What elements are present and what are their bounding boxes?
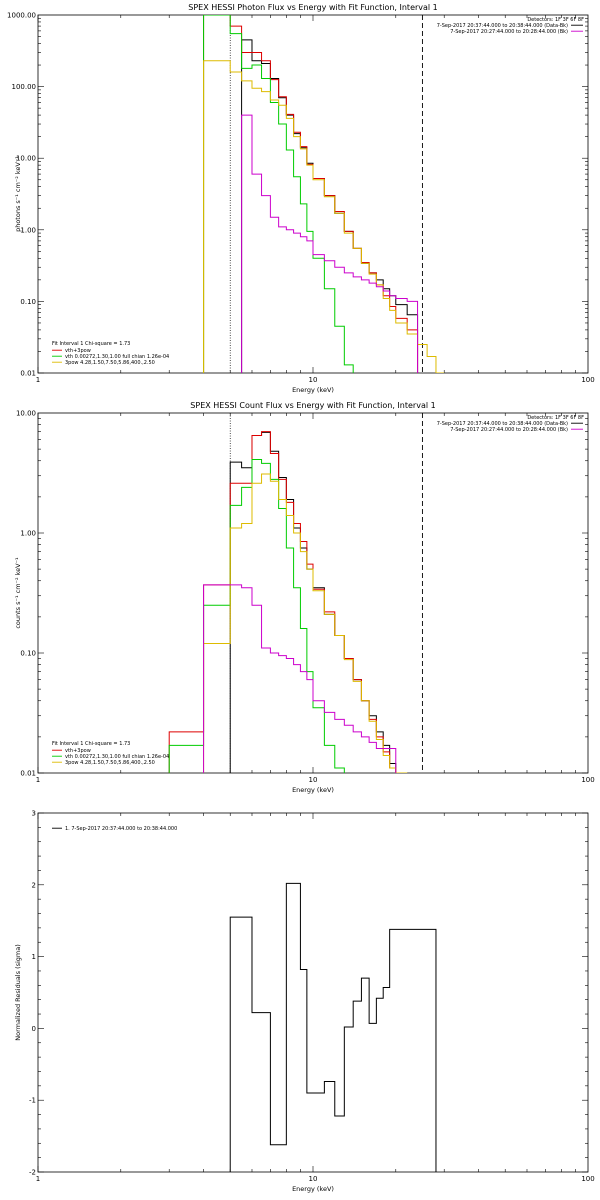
fit-info-text: Fit Interval 1 Chi-square = 1.73 [52,741,130,747]
x-tick-label: 1 [36,376,40,384]
legend-entry: vth+3pow [65,748,91,754]
y-tick-label: 0.10 [20,650,36,658]
series-group [203,15,445,373]
detector-info-line: 7-Sep-2017 20:37:44.000 to 20:38:44.000 … [437,23,568,29]
detector-info-line: 7-Sep-2017 20:27:44.000 to 20:28:44.000 … [450,29,568,35]
detector-info-line: 7-Sep-2017 20:27:44.000 to 20:28:44.000 … [450,427,568,433]
detector-info-line: Detectors: 1F 3F 6F 8F [527,17,584,23]
y-axis-label: counts s⁻¹ cm⁻² keV⁻¹ [14,557,22,629]
x-axis-label: Energy (keV) [292,1185,334,1193]
legend-entry: vth 0.00272,1.30,1.00 full chian 1.26e-0… [65,354,169,360]
y-tick-label: 1000.00 [7,12,36,20]
series-group [229,882,437,1172]
fit-info-text: Fit Interval 1 Chi-square = 1.73 [52,341,130,347]
legend-entry: vth+3pow [65,348,91,354]
series-red-line [168,431,408,773]
y-tick-label: 1.00 [20,530,36,538]
chart-title: SPEX HESSI Photon Flux vs Energy with Fi… [188,3,438,12]
detector-info-line: Detectors: 1F 3F 6F 8F [527,415,584,421]
y-axis-label: Normalized Residuals (sigma) [14,944,22,1041]
panel-3 [37,812,589,1173]
series-yellow-line [203,473,408,773]
x-tick-label: 1 [36,1175,40,1183]
x-tick-label: 100 [581,376,594,384]
plot-frame [37,14,589,374]
y-tick-label: 10.00 [16,410,36,418]
y-tick-label: 3 [32,810,36,818]
y-tick-label: 100.00 [12,83,37,91]
series-black-line [229,882,437,1172]
x-tick-label: 10 [309,376,318,384]
legend-entry: 1. 7-Sep-2017 20:37:44.000 to 20:38:44.0… [65,826,177,832]
x-tick-label: 100 [581,1175,594,1183]
x-tick-label: 100 [581,776,594,784]
legend-entry: 3pow 4.28,1.50,7.50,5.86,400.,2.50 [65,760,155,766]
y-tick-label: 0.01 [20,770,36,778]
x-tick-label: 10 [309,1175,318,1183]
y-tick-label: 1 [32,953,36,961]
plot-frame [37,412,589,774]
x-axis-label: Energy (keV) [292,386,334,394]
panel-2 [37,412,589,774]
series-magenta-line [203,584,397,773]
series-red-line [203,15,419,373]
x-tick-label: 10 [309,776,318,784]
x-tick-label: 1 [36,776,40,784]
y-tick-label: -2 [29,1169,36,1177]
series-magenta-line [241,114,419,373]
series-black-line [241,39,419,373]
y-tick-label: 0 [32,1025,36,1033]
series-yellow-line [203,60,445,373]
series-green-line [168,458,345,773]
y-tick-label: 0.10 [20,298,36,306]
x-axis-label: Energy (keV) [292,786,334,794]
y-tick-label: 0.01 [20,370,36,378]
legend-entry: vth 0.00272,1.30,1.00 full chian 1.26e-0… [65,754,169,760]
y-tick-label: 2 [32,881,36,889]
y-tick-label: 1.00 [20,226,36,234]
legend-entry: 3pow 4.28,1.50,7.50,5.86,400.,2.50 [65,360,155,366]
series-group [168,431,408,773]
y-axis-label: photons s⁻¹ cm⁻² keV⁻¹ [14,156,22,232]
y-tick-label: 10.00 [16,155,36,163]
panel-1 [37,14,589,374]
chart-title: SPEX HESSI Count Flux vs Energy with Fit… [190,401,435,410]
y-tick-label: -1 [29,1097,36,1105]
series-green-line [203,15,354,373]
detector-info-line: 7-Sep-2017 20:37:44.000 to 20:38:44.000 … [437,421,568,427]
plot-frame [37,812,589,1173]
